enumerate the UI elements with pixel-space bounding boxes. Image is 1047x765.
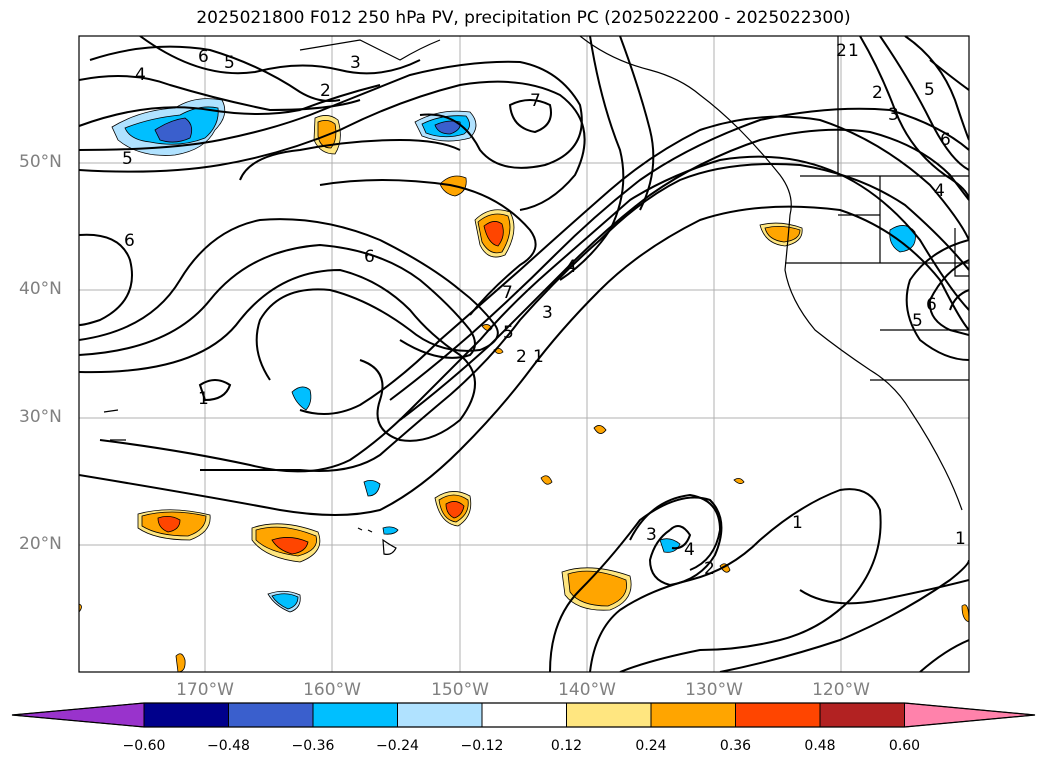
lon-label-140w: 140°W [558,680,616,700]
contour-label: 5 [912,311,923,331]
colorbar-tick-label: 0.36 [719,738,752,754]
map-frame [78,35,970,673]
colorbar-bin [143,702,229,728]
map-plot-area [79,36,969,672]
lat-label-40n: 40°N [19,279,62,299]
precip-positive-blob [567,570,627,607]
colorbar-bin [481,702,567,728]
contour-label: 4 [934,181,945,201]
colorbar-tick-label: 0.48 [804,738,836,754]
contour-label: 1 [198,389,209,409]
contour-label: 5 [503,323,514,343]
precip-negative-blob [271,593,299,610]
contour-label: 2 [704,559,715,579]
map-title: 2025021800 F012 250 hPa PV, precipitatio… [196,8,851,28]
lon-label-120w: 120°W [812,680,870,700]
colorbar-extend-low [11,702,145,728]
precip-shading [79,98,969,672]
contour-label-group: 6 5 4 5 2 3 7 6 6 4 3 5 2 1 7 1 3 4 2 1 … [122,41,966,579]
precip-negative-blob [889,225,916,253]
precip-negative-blob [154,117,193,143]
contour-label: 6 [364,247,375,267]
contour-label: 1 [792,513,803,533]
lon-label-160w: 160°W [303,680,361,700]
contour-label: 3 [646,525,657,545]
colorbar-extend-high [904,702,1036,728]
colorbar [11,702,1036,728]
lon-label-130w: 130°W [685,680,743,700]
contour-label: 1 [848,41,859,61]
colorbar-bin [819,702,905,728]
contour-label: 3 [350,53,361,73]
contour-label: 4 [566,257,577,277]
colorbar-bin [566,702,652,728]
lat-label-50n: 50°N [19,152,62,172]
colorbar-bin [735,702,821,728]
pv-contours [79,36,969,672]
lat-label-30n: 30°N [19,407,62,427]
contour-label: 5 [924,80,935,100]
precip-negative-blob [434,120,461,135]
precip-positive-blob [175,653,186,672]
contour-label: 3 [888,105,899,125]
lon-label-170w: 170°W [176,680,234,700]
colorbar-bin [650,702,736,728]
contour-label: 6 [198,47,209,67]
contour-label: 2 [872,83,883,103]
precip-positive-blob [593,425,607,434]
colorbar-tick-label: −0.36 [291,738,335,754]
contour-label: 2 [320,81,331,101]
colorbar-bin [312,702,398,728]
precip-positive-blob [764,226,801,243]
colorbar-tick-label: −0.48 [207,738,250,754]
precip-positive-blob [445,501,465,519]
colorbar-bin [228,702,314,728]
contour-label: 6 [940,130,951,150]
precip-positive-blob [483,221,504,247]
precip-negative-blob [382,526,399,535]
precip-negative-blob [363,480,381,497]
colorbar-tick-label: 0.60 [888,738,921,754]
contour-label: 7 [502,283,513,303]
contour-label: 5 [224,53,235,73]
contour-label: 1 [955,529,966,549]
colorbar-tick-label: 0.12 [550,738,583,754]
colorbar-bin [397,702,483,728]
precip-positive-blob [157,516,181,533]
precip-positive-blob [540,475,553,485]
colorbar-tick-label: −0.24 [376,738,419,754]
contour-label: 4 [135,65,146,85]
precip-positive-blob [271,537,309,555]
colorbar-tick-label: −0.60 [122,738,166,754]
precip-negative-blob [291,386,312,411]
precip-positive-blob [733,478,745,484]
contour-label: 6 [124,231,135,251]
precip-positive-blob [961,604,969,623]
contour-label: 2 [516,347,527,367]
lon-label-150w: 150°W [431,680,489,700]
contour-label: 5 [122,149,133,169]
colorbar-tick-label: 0.24 [635,738,667,754]
contour-label: 6 [926,295,937,315]
lat-label-20n: 20°N [19,534,62,554]
colorbar-tick-label: −0.12 [460,738,504,754]
contour-label: 4 [684,540,695,560]
contour-label: 2 [836,41,847,61]
contour-label: 1 [533,347,544,367]
contour-label: 3 [542,303,553,323]
contour-label: 7 [530,91,541,111]
